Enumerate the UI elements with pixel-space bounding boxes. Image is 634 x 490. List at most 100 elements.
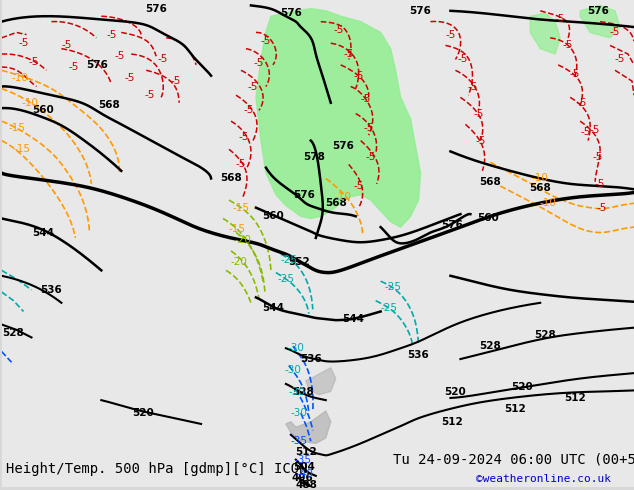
Text: -20: -20	[235, 235, 252, 245]
Text: -5: -5	[361, 95, 371, 104]
Text: 560: 560	[262, 211, 284, 221]
Text: -5: -5	[248, 81, 258, 92]
Text: 520: 520	[512, 382, 533, 392]
Text: -5: -5	[555, 15, 566, 24]
Text: 488: 488	[296, 480, 318, 490]
Text: -35: -35	[290, 436, 307, 446]
Text: -5: -5	[18, 38, 29, 48]
Text: 528: 528	[479, 341, 501, 351]
Text: 560: 560	[477, 214, 499, 223]
Text: ©weatheronline.co.uk: ©weatheronline.co.uk	[476, 474, 611, 484]
Text: -25: -25	[277, 274, 294, 284]
Text: -5: -5	[354, 181, 364, 191]
Text: -5: -5	[570, 69, 580, 78]
Text: -10: -10	[21, 98, 38, 108]
Text: 576: 576	[332, 141, 354, 151]
Text: 568: 568	[479, 177, 501, 187]
Text: -5: -5	[473, 109, 484, 119]
Text: -10: -10	[540, 198, 557, 208]
Polygon shape	[580, 5, 620, 38]
Text: -30: -30	[285, 365, 301, 375]
Polygon shape	[286, 411, 331, 443]
Text: -5: -5	[593, 152, 604, 162]
Text: 568: 568	[529, 183, 551, 193]
Text: 576: 576	[587, 6, 609, 16]
Text: -15: -15	[8, 122, 25, 133]
Text: -15: -15	[13, 144, 30, 154]
Text: -5: -5	[243, 105, 254, 115]
Text: 576: 576	[86, 60, 108, 70]
Text: -5: -5	[68, 62, 79, 72]
Text: -5: -5	[445, 29, 456, 40]
Text: 576: 576	[145, 3, 167, 14]
Text: 512: 512	[295, 447, 317, 457]
Text: -25: -25	[280, 255, 297, 265]
Text: -5: -5	[467, 81, 477, 92]
Text: -5: -5	[124, 73, 134, 83]
Text: -40: -40	[296, 469, 313, 479]
Text: -10: -10	[532, 173, 548, 183]
Text: 504: 504	[293, 462, 314, 472]
Text: 576: 576	[441, 220, 463, 230]
Text: 520: 520	[133, 408, 154, 418]
Text: 536: 536	[41, 285, 62, 295]
Text: 544: 544	[32, 227, 55, 238]
Text: -5: -5	[254, 58, 264, 68]
Text: -5: -5	[363, 122, 374, 133]
Text: -20: -20	[231, 257, 247, 267]
Text: 568: 568	[220, 173, 242, 183]
Text: 512: 512	[505, 404, 526, 414]
Text: -5: -5	[106, 29, 117, 40]
Text: -5: -5	[239, 132, 249, 143]
Text: -5: -5	[333, 25, 344, 35]
Text: 568: 568	[98, 100, 120, 110]
Text: -5: -5	[610, 27, 620, 37]
Text: 568: 568	[325, 198, 347, 208]
Text: -5: -5	[615, 54, 625, 65]
Text: Tu 24-09-2024 06:00 UTC (00+54): Tu 24-09-2024 06:00 UTC (00+54)	[393, 452, 634, 466]
Text: -5: -5	[590, 125, 600, 135]
Text: -30: -30	[287, 343, 304, 353]
Text: 496: 496	[292, 473, 314, 483]
Text: -25: -25	[384, 282, 401, 292]
Text: -30: -30	[288, 387, 306, 396]
Text: 536: 536	[300, 354, 321, 364]
Text: 576: 576	[410, 6, 432, 16]
Text: 512: 512	[564, 393, 586, 403]
Polygon shape	[530, 13, 560, 54]
Text: 528: 528	[292, 387, 314, 396]
Text: -5: -5	[597, 203, 607, 213]
Text: 520: 520	[444, 387, 467, 396]
Text: -5: -5	[457, 54, 468, 65]
Text: -5: -5	[261, 36, 271, 46]
Text: -15: -15	[228, 224, 245, 234]
Text: -5: -5	[29, 57, 39, 67]
Text: -5: -5	[344, 49, 354, 59]
Polygon shape	[256, 9, 420, 227]
Text: 528: 528	[3, 328, 25, 338]
Text: -5: -5	[114, 51, 124, 61]
Text: -5: -5	[354, 71, 364, 81]
Text: -5: -5	[577, 98, 587, 108]
Text: 560: 560	[32, 105, 55, 115]
Text: 528: 528	[534, 330, 556, 340]
Text: -5: -5	[61, 40, 72, 50]
Text: -5: -5	[236, 159, 246, 170]
Text: 544: 544	[262, 303, 284, 313]
Text: -5: -5	[595, 179, 605, 189]
Text: 544: 544	[342, 314, 364, 324]
Text: -5: -5	[563, 40, 573, 50]
Text: -30: -30	[290, 408, 307, 418]
Text: -10: -10	[334, 192, 351, 202]
Text: 578: 578	[303, 152, 325, 162]
Text: 576: 576	[293, 190, 314, 199]
Text: -10: -10	[11, 73, 28, 83]
Text: -5: -5	[581, 127, 592, 137]
Text: -5: -5	[476, 136, 486, 146]
Text: Height/Temp. 500 hPa [gdmp][°C] ICON: Height/Temp. 500 hPa [gdmp][°C] ICON	[6, 462, 308, 476]
Text: 536: 536	[408, 350, 429, 360]
Polygon shape	[306, 368, 336, 395]
Text: -15: -15	[233, 203, 249, 213]
Text: -5: -5	[158, 54, 169, 65]
Text: 512: 512	[441, 417, 463, 427]
